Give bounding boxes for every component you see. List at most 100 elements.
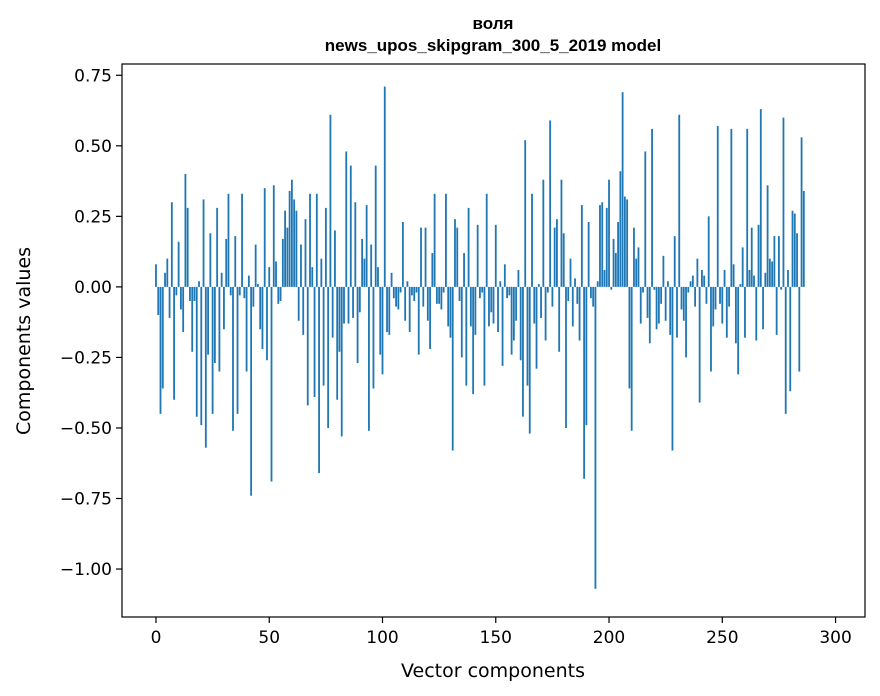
bar-78 — [331, 286, 334, 338]
bar-105 — [392, 286, 395, 299]
bar-16 — [191, 286, 194, 352]
bar-9 — [175, 286, 178, 296]
bar-245 — [710, 286, 712, 372]
bar-112 — [408, 286, 411, 333]
bar-2 — [159, 286, 162, 414]
bar-113 — [411, 286, 413, 296]
bar-86 — [349, 165, 352, 287]
bar-218 — [648, 286, 651, 344]
bar-103 — [388, 286, 391, 335]
bar-126 — [440, 286, 443, 310]
bar-28 — [218, 286, 221, 372]
bar-264 — [753, 275, 755, 287]
bar-96 — [372, 286, 375, 389]
bar-240 — [698, 286, 701, 403]
bar-283 — [796, 233, 798, 287]
bar-268 — [762, 286, 764, 330]
bar-163 — [524, 140, 527, 287]
bar-53 — [275, 261, 277, 287]
y-tick-label: 0.75 — [74, 66, 112, 86]
bar-248 — [716, 126, 719, 287]
bar-277 — [782, 117, 785, 287]
bar-50 — [268, 267, 271, 287]
bar-60 — [290, 179, 293, 287]
bar-209 — [628, 286, 631, 389]
bar-212 — [635, 258, 638, 287]
bar-10 — [177, 241, 180, 287]
bar-146 — [485, 193, 488, 287]
bar-44 — [254, 244, 257, 287]
y-axis-ticks: 0.75 0.50 0.25 0.00 −0.25 −0.50 −0.75 −1.00 — [60, 66, 122, 580]
bar-194 — [594, 286, 597, 589]
bar-72 — [318, 286, 320, 474]
bar-177 — [556, 219, 558, 287]
bar-134 — [458, 286, 461, 301]
bar-158 — [512, 286, 515, 341]
bar-155 — [506, 286, 508, 299]
bar-149 — [492, 286, 495, 324]
bar-148 — [490, 286, 493, 313]
bar-170 — [540, 286, 542, 318]
bar-219 — [651, 128, 653, 287]
bar-253 — [728, 286, 730, 307]
x-tick-label: 150 — [480, 628, 512, 648]
bar-203 — [614, 253, 617, 287]
bar-275 — [778, 236, 780, 287]
bar-274 — [775, 286, 778, 335]
bar-144 — [481, 286, 484, 293]
bar-195 — [596, 281, 599, 287]
bar-282 — [793, 213, 796, 287]
bar-64 — [300, 244, 302, 287]
bar-280 — [789, 286, 792, 392]
bar-254 — [730, 128, 733, 287]
bar-5 — [166, 258, 169, 287]
bar-286 — [802, 190, 805, 287]
bar-59 — [288, 190, 291, 287]
bar-75 — [324, 207, 327, 287]
bar-188 — [580, 205, 583, 287]
bar-221 — [655, 286, 658, 330]
bar-6 — [168, 286, 171, 318]
bar-225 — [664, 286, 667, 321]
bar-37 — [238, 286, 241, 296]
bar-184 — [571, 286, 574, 327]
bar-223 — [660, 286, 663, 304]
bar-14 — [186, 207, 189, 287]
bar-244 — [707, 216, 710, 287]
bar-285 — [800, 137, 803, 287]
bar-204 — [617, 222, 619, 287]
bar-24 — [209, 233, 212, 287]
bar-122 — [431, 253, 434, 287]
bar-265 — [755, 286, 758, 341]
bar-46 — [259, 286, 262, 330]
bar-276 — [780, 286, 783, 290]
bar-241 — [701, 269, 703, 287]
bar-34 — [232, 286, 234, 431]
bar-111 — [406, 281, 409, 287]
bar-137 — [465, 286, 468, 386]
bar-47 — [261, 286, 264, 349]
bar-81 — [338, 286, 341, 352]
bar-83 — [343, 286, 345, 324]
bar-138 — [467, 207, 470, 287]
bar-161 — [519, 286, 522, 361]
bar-11 — [179, 286, 182, 310]
bar-278 — [784, 286, 787, 414]
bar-145 — [483, 286, 486, 386]
bar-51 — [270, 286, 273, 482]
bar-185 — [574, 278, 576, 287]
bar-84 — [345, 151, 348, 287]
bar-178 — [558, 286, 561, 352]
bar-159 — [515, 286, 518, 321]
bar-220 — [653, 286, 656, 290]
bar-154 — [503, 264, 506, 287]
bar-191 — [587, 222, 590, 287]
bar-128 — [445, 193, 447, 287]
y-tick-label: 0.50 — [74, 137, 112, 157]
bar-242 — [703, 275, 706, 287]
bar-67 — [306, 286, 309, 406]
bar-229 — [673, 236, 676, 287]
bar-48 — [263, 188, 266, 287]
bar-217 — [646, 286, 649, 318]
chart-title: воля — [473, 14, 514, 33]
